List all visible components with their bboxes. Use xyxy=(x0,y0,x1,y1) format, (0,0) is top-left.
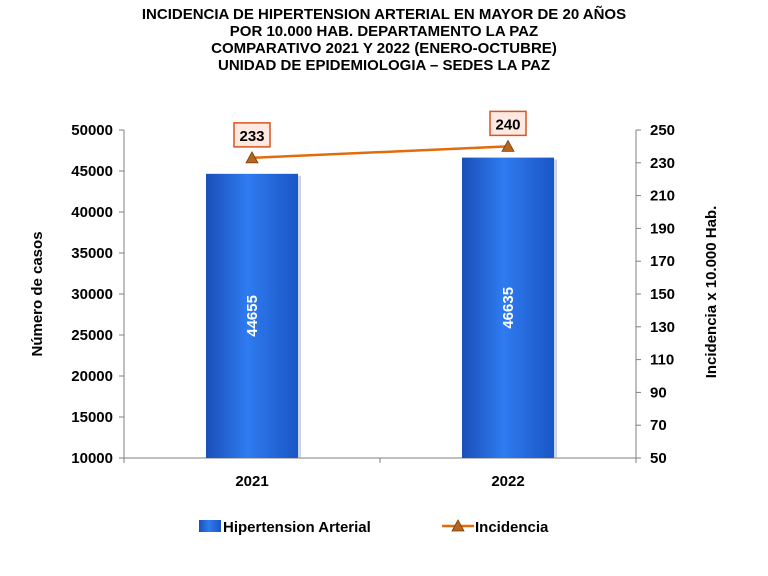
bar-value-label: 44655 xyxy=(244,295,261,337)
left-tick-label: 20000 xyxy=(71,368,113,385)
bar-value-label: 46635 xyxy=(500,287,517,329)
incidence-value-label: 233 xyxy=(239,128,264,145)
left-tick-label: 45000 xyxy=(71,163,113,180)
bar xyxy=(462,157,554,458)
y-axis-title: Número de casos xyxy=(29,231,46,356)
chart-title-line-1: INCIDENCIA DE HIPERTENSION ARTERIAL EN M… xyxy=(141,6,627,23)
left-tick-label: 10000 xyxy=(71,450,113,467)
legend-marker-incidencia xyxy=(451,519,465,532)
x-tick-label: 2022 xyxy=(491,473,524,490)
incidence-label-box xyxy=(489,110,527,137)
incidence-marker xyxy=(501,139,515,152)
right-tick-label: 210 xyxy=(650,188,675,205)
right-tick-label: 130 xyxy=(650,319,675,336)
x-tick-label: 2021 xyxy=(235,473,268,490)
right-tick-label: 50 xyxy=(650,450,667,467)
left-tick-label: 50000 xyxy=(71,122,113,139)
bar xyxy=(206,173,298,459)
right-tick-label: 110 xyxy=(650,352,674,369)
chart-title-line-3: COMPARATIVO 2021 Y 2022 (ENERO-OCTUBRE) xyxy=(211,40,557,57)
incidence-label-box xyxy=(233,122,271,148)
left-tick-label: 15000 xyxy=(71,409,113,426)
y2-axis-title: Incidencia x 10.000 Hab. xyxy=(703,206,720,379)
incidence-marker xyxy=(245,151,259,164)
right-tick-label: 170 xyxy=(650,253,675,270)
legend-label-incidencia: Incidencia xyxy=(475,519,549,536)
incidence-line xyxy=(251,145,509,160)
incidence-value-label: 240 xyxy=(495,116,520,133)
left-tick-label: 40000 xyxy=(71,204,113,221)
chart-title: INCIDENCIA DE HIPERTENSION ARTERIAL EN M… xyxy=(0,6,768,74)
chart-title-line-4: UNIDAD DE EPIDEMIOLOGIA – SEDES LA PAZ xyxy=(218,57,550,74)
left-tick-label: 30000 xyxy=(71,286,113,303)
right-tick-label: 250 xyxy=(650,122,675,139)
legend-label-hipertension: Hipertension Arterial xyxy=(223,519,371,536)
chart-title-line-2: POR 10.000 HAB. DEPARTAMENTO LA PAZ xyxy=(229,23,539,40)
right-tick-label: 230 xyxy=(650,155,675,172)
left-tick-label: 35000 xyxy=(71,245,113,262)
right-tick-label: 90 xyxy=(650,384,667,401)
right-tick-label: 150 xyxy=(650,286,675,303)
left-tick-label: 25000 xyxy=(71,327,113,344)
legend-swatch-hipertension xyxy=(199,520,221,532)
right-tick-label: 70 xyxy=(650,417,667,434)
right-tick-label: 190 xyxy=(650,220,675,237)
